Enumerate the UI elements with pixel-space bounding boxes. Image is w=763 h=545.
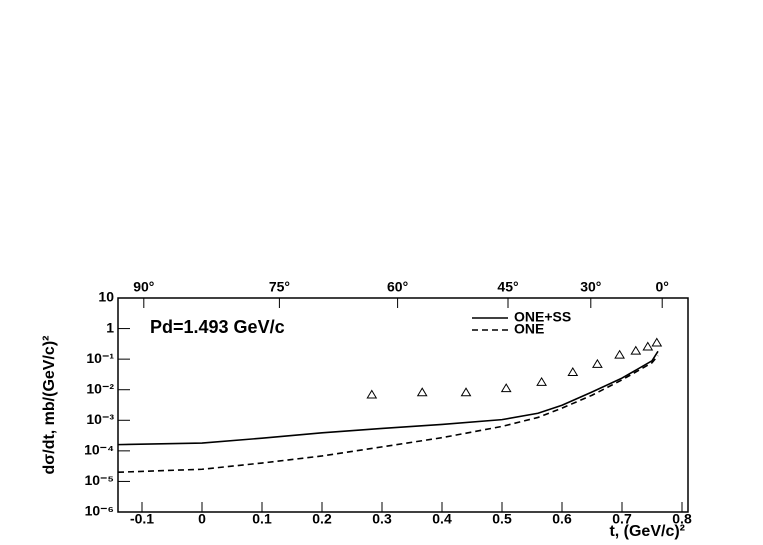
top-tick-label: 75° xyxy=(269,279,290,295)
y-tick-label: 10⁻² xyxy=(86,380,114,396)
y-tick-label: 10 xyxy=(98,289,114,305)
plot-frame xyxy=(117,297,689,513)
top-tick-label: 45° xyxy=(497,279,518,295)
y-tick-label: 10⁻³ xyxy=(86,411,114,427)
x-axis-label: t, (GeV/c)² xyxy=(609,523,685,540)
x-tick-label: 0.8 xyxy=(672,511,692,527)
x-tick-label: 0.1 xyxy=(252,511,272,527)
data-point xyxy=(630,345,642,355)
x-tick-label: 0.5 xyxy=(492,511,512,527)
data-point xyxy=(500,383,512,393)
y-tick-label: 10⁻⁴ xyxy=(84,442,114,458)
series-line xyxy=(117,350,659,446)
data-point xyxy=(416,387,428,397)
top-tick-label: 0° xyxy=(656,279,669,295)
y-tick-label: 10⁻⁵ xyxy=(84,472,114,488)
x-tick-label: 0.6 xyxy=(552,511,572,527)
top-tick-label: 60° xyxy=(387,279,408,295)
top-tick-label: 90° xyxy=(133,279,154,295)
data-point xyxy=(366,389,378,399)
x-tick-label: 0 xyxy=(198,511,206,527)
top-tick-label: 30° xyxy=(580,279,601,295)
data-point xyxy=(592,358,603,368)
x-tick-label: 0.3 xyxy=(372,511,392,527)
y-tick-label: 1 xyxy=(106,319,114,335)
x-tick-label: 0.2 xyxy=(312,511,332,527)
legend-label: ONE xyxy=(514,321,544,337)
legend-label: ONE+SS xyxy=(514,309,571,325)
x-tick-label: 0.4 xyxy=(432,511,452,527)
data-point xyxy=(460,387,472,397)
data-point xyxy=(536,376,547,386)
data-point xyxy=(614,349,625,359)
data-point xyxy=(567,367,579,376)
annotation: Pd=1.493 GeV/c xyxy=(150,317,285,337)
y-tick-label: 10⁻⁶ xyxy=(85,503,114,519)
y-axis-label: dσ/dt, mb/(GeV/c)² xyxy=(41,336,58,475)
series-line xyxy=(117,355,659,474)
x-tick-label: 0.7 xyxy=(612,511,632,527)
x-tick-label: -0.1 xyxy=(130,511,154,527)
y-tick-label: 10⁻¹ xyxy=(86,350,114,366)
data-point xyxy=(642,341,654,351)
data-point xyxy=(651,337,663,347)
